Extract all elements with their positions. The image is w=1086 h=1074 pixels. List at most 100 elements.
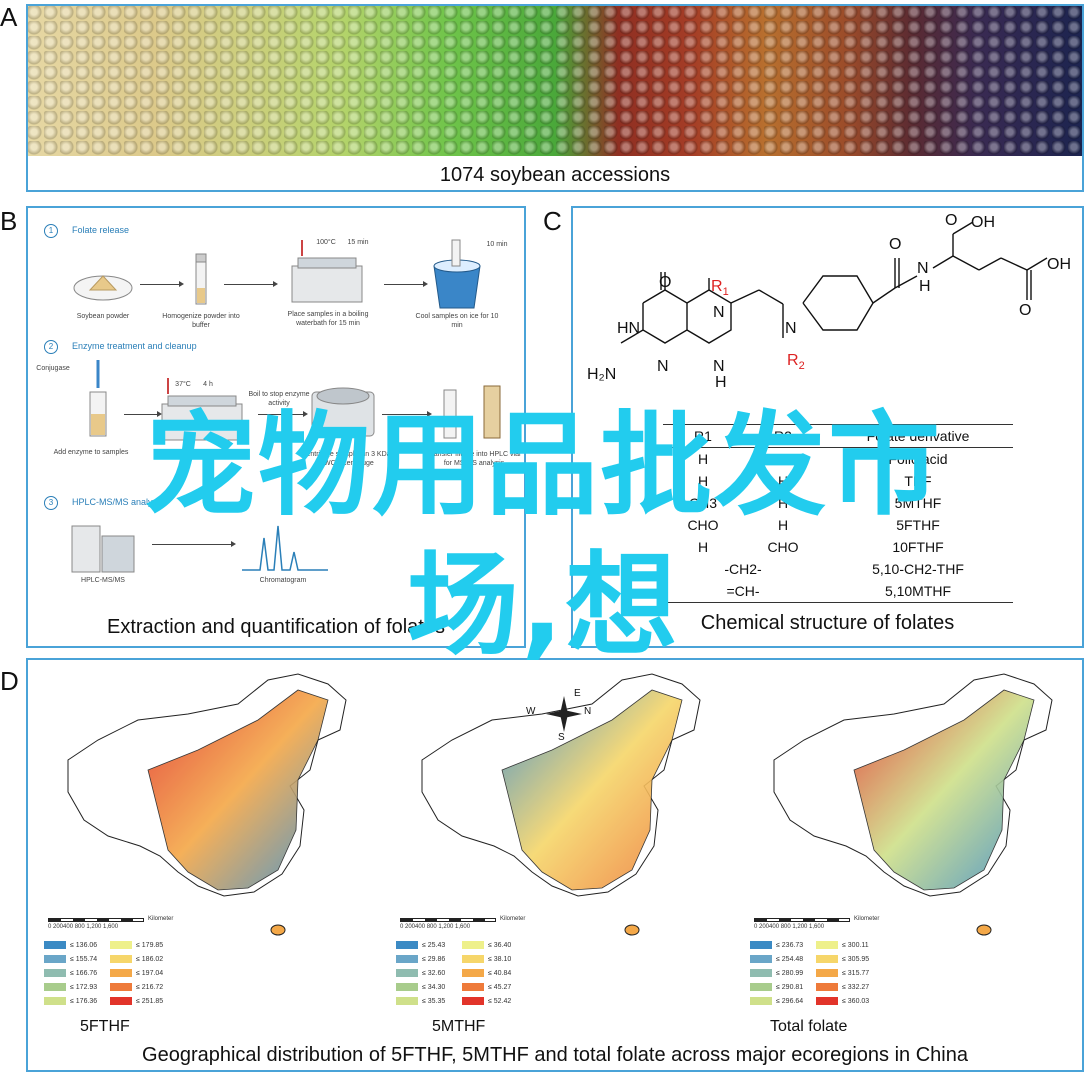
arrow [384,281,428,287]
legend-swatch [816,969,838,977]
legend-item: ≤ 155.74 [44,954,114,964]
waterbath-icon [291,240,363,303]
panel-c-caption: Chemical structure of folates [700,612,955,634]
legend-item: ≤ 179.85 [110,940,180,950]
scale-ticks: 0 200400 800 1,200 1,600 [754,924,825,930]
panel-b-caption: Extraction and quantification of folates [107,616,445,638]
arrow [152,541,236,547]
label-transfer: Transfer filtrate into HPLC vial for MS/… [427,451,521,467]
header-r1: R1 [694,428,712,444]
legend-swatch [110,983,132,991]
legend-swatch [110,997,132,1005]
vials-icon [443,385,501,439]
legend-label: ≤ 35.35 [422,997,446,1005]
legend-label: ≤ 172.93 [70,983,98,991]
legend-label: ≤ 166.76 [70,969,98,977]
legend-swatch [750,983,772,991]
legend-item: ≤ 36.40 [462,940,532,950]
legend-label: ≤ 29.86 [422,955,446,963]
folate-structure [620,221,1048,344]
scale-bar [754,918,850,922]
legend-label: ≤ 155.74 [70,955,98,963]
atom-h: H [715,374,727,391]
arrow [124,411,162,417]
atom-n10: N [785,320,797,337]
atom-r2: R2 [787,352,805,373]
table-row: H H THF [697,473,932,489]
atom-o-acid1: O [945,212,958,229]
legend-swatch [44,969,66,977]
legend-label: ≤ 34.30 [422,983,446,991]
scale-unit: Kilometer [148,916,174,922]
legend-item: ≤ 251.85 [110,996,180,1006]
legend-label: ≤ 305.95 [842,955,870,963]
panel-label-a: A [0,2,18,32]
table-header: R1 R2 Folate derivative [663,425,1013,447]
legend-swatch [462,941,484,949]
label-centrifuge: Centrifuge samples in 3 KDa MWCO centrif… [301,451,391,467]
atom-oh-acid1: OH [971,214,995,231]
step-2-number: 2 [44,340,58,354]
legend-item: ≤ 254.48 [750,954,820,964]
map-title-total-folate: Total folate [770,1018,848,1035]
legend-swatch [816,983,838,991]
step-1-title: Folate release [72,225,130,235]
centrifuge-icon [311,387,375,437]
label-temp-37: 37°C [175,381,191,388]
legend-swatch [462,969,484,977]
legend-swatch [110,941,132,949]
panel-a: 1074 soybean accessions [26,4,1084,192]
legend-item: ≤ 52.42 [462,996,532,1006]
header-r2: R2 [774,428,792,444]
legend-swatch [396,941,418,949]
panel-label-d: D [0,666,19,696]
legend-label: ≤ 254.48 [776,955,804,963]
legend-label: ≤ 216.72 [136,983,164,991]
legend-label: ≤ 296.64 [776,997,804,1005]
label-cool: Cool samples on ice for 10 min [415,313,499,329]
legend-item: ≤ 186.02 [110,954,180,964]
china-map [773,673,1053,936]
legend-item: ≤ 197.04 [110,968,180,978]
table-row: -CH2- 5,10-CH2-THF [724,561,964,577]
legend-label: ≤ 38.10 [488,955,512,963]
atom-hn: HN [617,320,641,337]
label-time-15: 15 min [347,239,369,246]
legend-swatch [396,955,418,963]
legend-swatch [462,955,484,963]
legend-item: ≤ 35.35 [396,996,466,1006]
legend-swatch [462,997,484,1005]
atom-n-ring: N [657,358,669,375]
table-row: H CHO 10FTHF [697,539,944,555]
legend-label: ≤ 186.02 [136,955,164,963]
step-2-title: Enzyme treatment and cleanup [72,341,197,351]
legend-item: ≤ 38.10 [462,954,532,964]
table-row: CH3 H 5MTHF [688,495,942,511]
label-time-4h: 4 h [203,381,213,388]
atom-h2n: H₂N [587,366,617,383]
map-title-5mthf: 5MTHF [432,1018,486,1035]
legend-label: ≤ 236.73 [776,941,804,949]
watermark-line-1: 宠物用品批发市 [144,401,942,531]
legend-swatch [396,997,418,1005]
legend-swatch [750,955,772,963]
legend-swatch [816,941,838,949]
arrow [224,281,278,287]
legend-label: ≤ 36.40 [488,941,512,949]
legend-swatch [750,997,772,1005]
step-3-title: HPLC-MS/MS analysis [72,497,164,507]
tube-icon [195,253,207,305]
legend-item: ≤ 296.64 [750,996,820,1006]
legend-swatch [44,941,66,949]
map-title-5fthf: 5FTHF [80,1018,130,1035]
table-row: =CH- 5,10MTHF [726,583,952,599]
legend-swatch [396,969,418,977]
legend-item: ≤ 45.27 [462,982,532,992]
label-hplc: HPLC-MS/MS [81,577,125,584]
legend-label: ≤ 197.04 [136,969,164,977]
compass-s: S [558,732,565,743]
legend-label: ≤ 32.60 [422,969,446,977]
china-maps [67,673,1053,936]
legend-item: ≤ 216.72 [110,982,180,992]
